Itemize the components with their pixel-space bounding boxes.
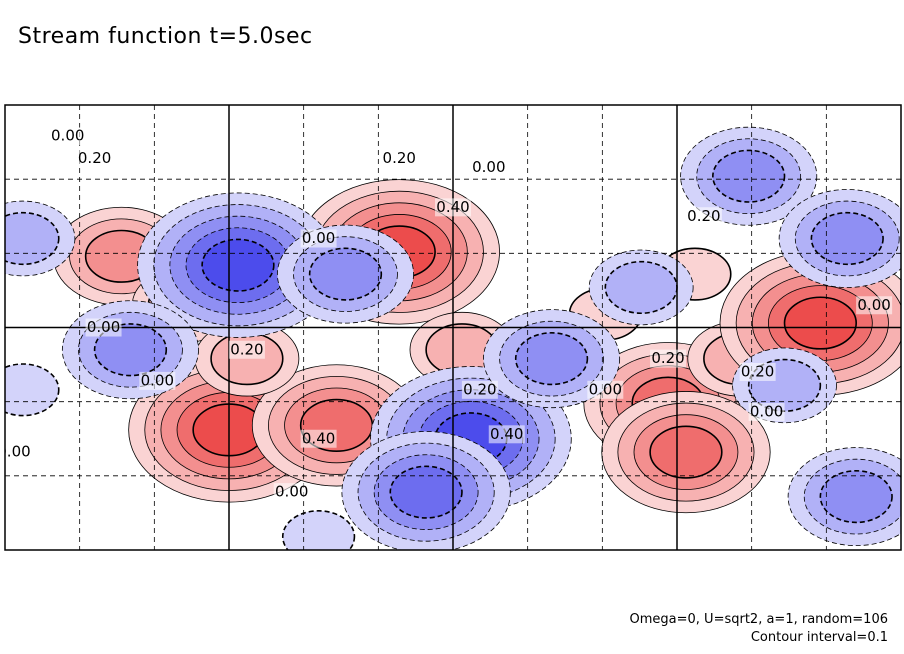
contour-label: 0.00 [589, 380, 622, 398]
contour-label-bg [300, 429, 337, 448]
contour-label-bg [435, 198, 471, 217]
contour-ring [819, 469, 893, 524]
plot-frame [4, 104, 902, 551]
contour-label: 0.00 [302, 229, 335, 247]
contour-ring [514, 332, 589, 386]
low-center-22 [588, 249, 694, 326]
chart-title: Stream function t=5.0sec [18, 24, 313, 49]
contour-label-bg [685, 207, 722, 226]
contour-ring [5, 211, 60, 266]
contour-label-bg [49, 127, 86, 146]
contour-label: 0.00 [51, 127, 84, 145]
contour-label-bg [748, 403, 785, 422]
contour-label: 0.20 [651, 349, 684, 367]
contour-label-bg [488, 425, 525, 444]
low-center-20 [341, 431, 511, 550]
contour-label-bg [739, 363, 776, 381]
grid-layer [5, 105, 901, 550]
contour-label-bg [650, 349, 687, 368]
low-center-23 [680, 126, 818, 226]
contour-label-layer: 0.00 0.20 0.20 0.00 0.40 0.20 0.00 0.00 0.20 0.00… [0, 127, 893, 502]
contour-label-bg [76, 149, 113, 168]
contour-ring [5, 363, 60, 417]
contour-label: 0.00 [857, 296, 890, 314]
contour-ring [308, 247, 383, 301]
contour-ring [604, 260, 678, 315]
low-center-16 [61, 300, 199, 400]
contour-label-bg [461, 380, 498, 399]
contour-label-bg [5, 443, 32, 462]
low-center-15 [276, 224, 414, 324]
contour-label-bg [470, 158, 507, 177]
low-center-21 [483, 309, 621, 409]
contour-label: 0.20 [383, 149, 416, 167]
contour-label-bg [381, 149, 418, 168]
contour-label: 0.20 [78, 149, 111, 167]
low-center-14 [137, 192, 339, 338]
contour-label-bg [273, 483, 310, 502]
contour-label: 0.20 [463, 380, 496, 398]
high-center-10 [601, 391, 771, 514]
contour-label: 0.00 [87, 318, 120, 336]
low-center-27 [281, 510, 356, 550]
contour-label: 0.20 [230, 340, 263, 358]
contour-label-bg [856, 296, 893, 315]
contour-ring [201, 238, 275, 292]
contour-label: 0.20 [687, 207, 720, 225]
contour-interval-note: Contour interval=0.1 [750, 630, 888, 645]
contour-label: 0.40 [490, 425, 523, 443]
low-center-24 [778, 189, 901, 288]
contour-ring [712, 149, 786, 203]
contour-label: 0.20 [741, 363, 774, 381]
contour-label-bg [228, 340, 265, 359]
contour-ring [93, 323, 168, 377]
low-center-18 [5, 363, 60, 417]
contour-label-bg [139, 371, 176, 390]
contour-label: 0.00 [472, 158, 505, 176]
contour-label: 0.00 [750, 403, 783, 421]
contour-ring [389, 465, 463, 519]
contour-fill-layer [5, 126, 901, 550]
low-center-17 [5, 200, 76, 277]
contour-ring [281, 510, 356, 550]
contour-label-bg [587, 380, 624, 399]
contour-ring [649, 425, 723, 479]
contour-label-bg [85, 318, 122, 337]
contour-label-bg [300, 229, 337, 248]
parameter-note: Omega=0, U=sqrt2, a=1, random=106 [629, 612, 888, 627]
contour-label: 0.00 [275, 483, 308, 501]
contour-label: 0.00 [141, 371, 174, 389]
contour-ring [810, 211, 884, 266]
contour-label: 0.40 [302, 429, 335, 447]
contour-label: 0.00 [0, 443, 31, 461]
contour-ring [783, 296, 857, 350]
low-center-26 [787, 447, 901, 547]
contour-label: 0.40 [436, 198, 469, 216]
